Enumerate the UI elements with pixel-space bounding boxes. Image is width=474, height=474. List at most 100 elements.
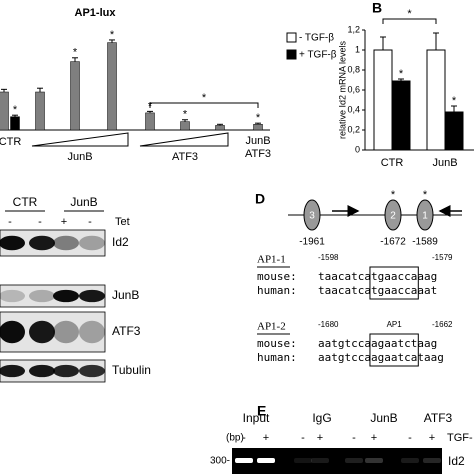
sequence: aatgtccaagaatctaag [318,337,437,350]
species-label: mouse: [257,337,297,350]
blot-band [29,320,55,344]
lane-sign: - [242,432,246,444]
blot-row-label: ATF3 [112,324,141,338]
chart-title: AP1-lux [75,7,117,19]
y-tick-label: 1,2 [347,24,360,34]
gel-band [235,458,253,463]
bar [70,61,80,131]
alignment-start: -1680 [318,320,339,329]
site-star: * [423,189,428,201]
blot-band [53,289,79,303]
legend-label: - TGF-β [299,33,334,44]
motif-box [369,333,419,367]
site-position: -1961 [299,237,325,248]
lane-sign: - [38,216,42,228]
alignment-name: AP1-2 [257,321,286,333]
bracket-star: * [407,8,412,20]
sample-label: ATF3 [424,411,453,425]
significance-star: * [452,95,457,107]
legend-swatch [286,32,297,43]
sequence: aatgtccaagaatcataag [318,351,444,364]
category-label: JunB ATF3 [244,135,272,160]
blot-band [0,320,25,344]
lane-sign: - [352,432,356,444]
blot-band [53,235,79,251]
species-label: human: [257,351,297,364]
y-tick-label: 0 [355,144,360,154]
y-tick-label: 0,8 [347,64,360,74]
dose-wedge [31,132,129,147]
site-label: 3 [309,211,315,222]
bar [35,91,45,131]
sample-label: JunB [370,411,397,425]
lane-sign: + [61,216,67,228]
x-tick-label: JunB [432,157,457,169]
blot-band [0,364,25,378]
sample-label: Input [243,411,270,425]
lane-sign: - [88,216,92,228]
box-label: AP1 [387,320,403,329]
ap1-site [384,199,402,231]
ap1-site [416,199,434,231]
panel-label: B [372,0,382,16]
gel-band [345,458,363,463]
size-unit: (bp) [226,433,244,444]
significance-star: * [73,47,78,59]
x-tick-label: CTR [381,157,404,169]
bar [253,124,263,131]
bar [426,49,446,151]
bar [373,49,393,151]
blot-band [79,364,105,378]
category-label: ATF3 [172,151,198,163]
y-tick-label: 0,2 [347,124,360,134]
blot-band [29,235,55,251]
bar [0,91,9,131]
blot-row-label: JunB [112,288,139,302]
category-label-box: JunB ATF3 [244,135,272,160]
y-tick-label: 1 [355,44,360,54]
gel-band [365,458,383,463]
lane-sign: - [301,432,305,444]
bar [215,125,225,131]
group-label: CTR [13,195,38,209]
category-label: CTR [0,136,21,148]
blot-band [53,320,79,344]
blot-band [0,235,25,251]
gel-band [423,458,441,463]
treatment-label: Tet [115,216,130,228]
category-label: JunB [67,151,92,163]
size-marker: 300- [210,456,230,467]
blot-band [79,320,105,344]
dose-wedge [139,132,229,147]
significance-star: * [399,68,404,80]
significance-star: * [110,29,115,41]
sequence: taacatcatgaaccaaag [318,270,437,283]
site-label: 2 [390,211,396,222]
sequence: taacatcatgaaccaaat [318,284,437,297]
bar [180,121,190,131]
lane-sign: + [371,432,377,444]
species-label: mouse: [257,270,297,283]
bar [444,111,464,151]
bar [391,80,411,151]
site-position: -1672 [380,237,406,248]
bar [145,112,155,131]
blot-band [53,364,79,378]
gel-band [311,458,329,463]
bar [10,116,20,131]
y-tick-label: 0,6 [347,84,360,94]
lane-sign: + [263,432,269,444]
alignment-end: -1662 [432,320,453,329]
blot-band [0,289,25,303]
group-label: JunB [70,195,97,209]
significance-bracket [149,102,259,108]
significance-star: * [256,112,261,124]
bar [107,42,117,131]
lane-sign: + [317,432,323,444]
band-label: Id2 [448,454,465,468]
alignment-name: AP1-1 [257,254,286,266]
blot-band [29,364,55,378]
sample-label: IgG [312,411,331,425]
significance-star: * [183,109,188,121]
